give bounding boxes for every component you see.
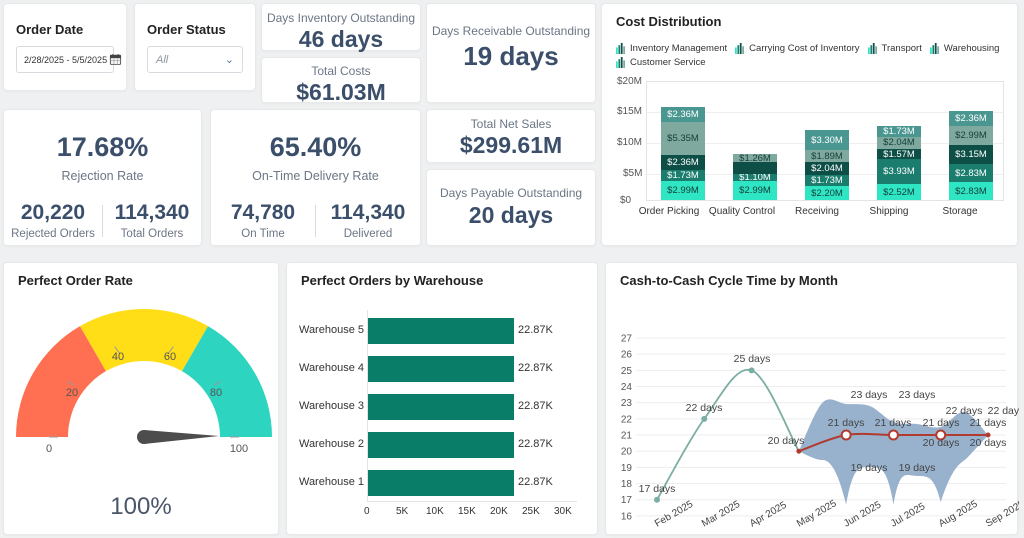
svg-text:26: 26: [621, 350, 633, 361]
svg-text:May 2025: May 2025: [795, 498, 839, 529]
svg-text:40: 40: [112, 351, 124, 363]
svg-text:20 days: 20 days: [970, 437, 1007, 449]
svg-text:19 days: 19 days: [851, 462, 888, 474]
svg-text:17 days: 17 days: [639, 483, 676, 495]
svg-text:19 days: 19 days: [899, 462, 936, 474]
svg-text:22 days: 22 days: [988, 405, 1019, 417]
svg-text:23 days: 23 days: [899, 389, 936, 401]
svg-text:Sep 2025: Sep 2025: [984, 498, 1019, 529]
svg-text:Mar 2025: Mar 2025: [700, 499, 742, 529]
svg-text:0: 0: [46, 443, 52, 455]
svg-text:20 days: 20 days: [768, 435, 805, 447]
svg-text:23 days: 23 days: [851, 389, 888, 401]
svg-text:23: 23: [621, 398, 633, 409]
svg-text:Feb 2025: Feb 2025: [653, 499, 695, 529]
svg-text:27: 27: [621, 334, 633, 345]
svg-text:17: 17: [621, 495, 633, 506]
svg-text:80: 80: [210, 387, 222, 399]
svg-text:21 days: 21 days: [970, 417, 1007, 429]
svg-text:21 days: 21 days: [828, 417, 865, 429]
svg-text:22 days: 22 days: [946, 405, 983, 417]
svg-text:Aug 2025: Aug 2025: [937, 498, 980, 529]
svg-text:20: 20: [66, 387, 78, 399]
svg-text:25: 25: [621, 366, 633, 377]
svg-text:Jun 2025: Jun 2025: [842, 499, 884, 529]
svg-text:Jul 2025: Jul 2025: [889, 501, 928, 529]
svg-text:22 days: 22 days: [686, 402, 723, 414]
svg-text:20: 20: [621, 447, 633, 458]
svg-text:16: 16: [621, 511, 633, 522]
svg-text:19: 19: [621, 463, 633, 474]
svg-text:22: 22: [621, 414, 633, 425]
svg-text:21 days: 21 days: [923, 417, 960, 429]
svg-text:Apr 2025: Apr 2025: [748, 500, 789, 529]
svg-text:60: 60: [164, 351, 176, 363]
svg-text:21 days: 21 days: [875, 417, 912, 429]
svg-text:100: 100: [230, 443, 248, 455]
svg-text:21: 21: [621, 431, 633, 442]
svg-text:18: 18: [621, 479, 633, 490]
svg-text:20 days: 20 days: [923, 437, 960, 449]
svg-text:25 days: 25 days: [734, 353, 771, 365]
svg-text:24: 24: [621, 382, 633, 393]
